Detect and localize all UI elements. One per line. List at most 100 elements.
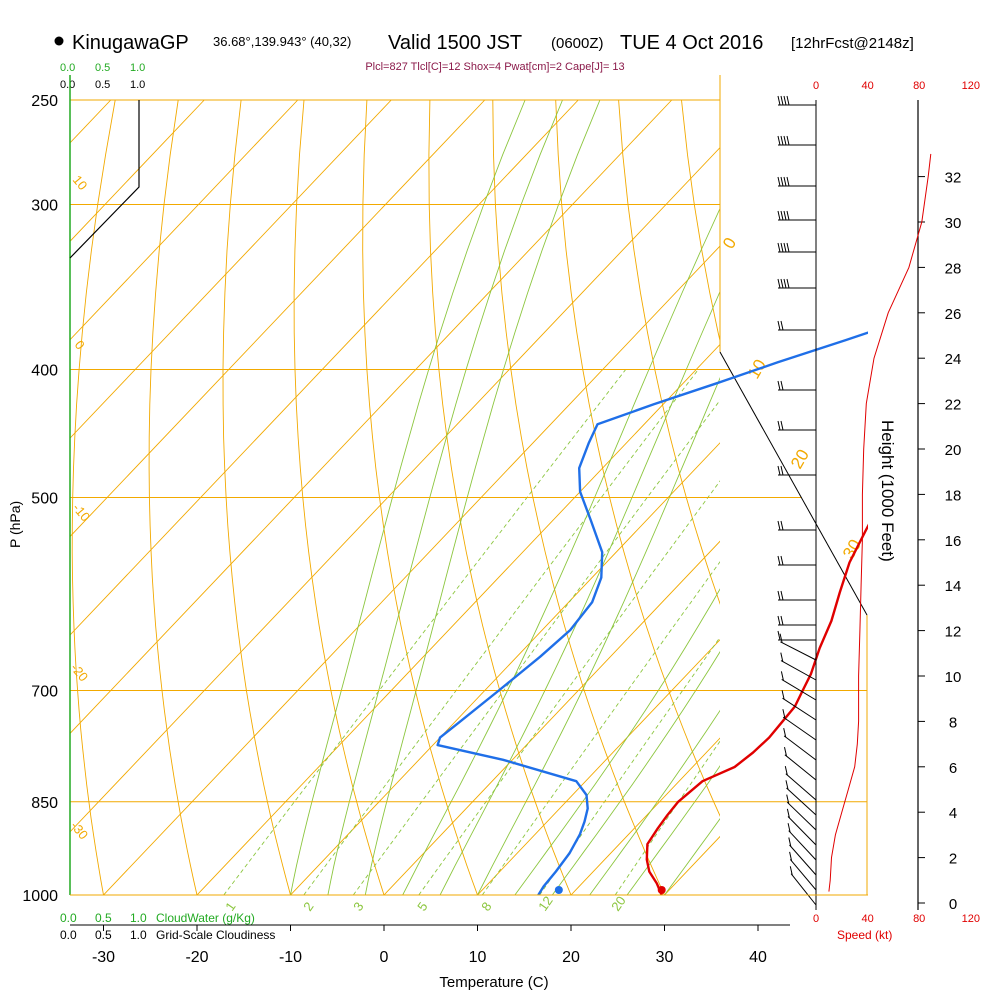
wind-barb-flag xyxy=(780,176,784,187)
x-tick-label: 40 xyxy=(749,949,767,966)
mixing-ratio-label: 20 xyxy=(608,893,629,913)
wind-barb-flag xyxy=(784,746,787,757)
moist-adiabat-line xyxy=(551,651,720,895)
wind-barb xyxy=(780,641,817,661)
cloudiness-tick: 1.0 xyxy=(130,928,147,942)
height-axis-label: Height (1000 Feet) xyxy=(878,420,897,562)
wind-barb-flag xyxy=(783,278,787,289)
wind-barb-flag xyxy=(786,135,790,146)
cloudiness-tick: 0.0 xyxy=(60,79,75,91)
wind-barb-flag xyxy=(789,866,793,876)
wind-barb xyxy=(786,801,817,831)
isotherm-line xyxy=(70,99,205,242)
x-ticks: -30 -20 -10 0 10 20 30 40 xyxy=(92,925,767,966)
wind-barb-flag xyxy=(780,420,784,431)
wind-barb xyxy=(786,787,817,816)
wind-barb-flag xyxy=(777,465,781,476)
wind-barb xyxy=(783,735,817,761)
wind-barb-flag xyxy=(777,630,781,641)
x-axis-label: Temperature (C) xyxy=(439,974,548,991)
moist-adiabat-line xyxy=(589,709,720,895)
mixing-ratio-line xyxy=(614,740,720,895)
wind-barb-flag xyxy=(786,242,790,253)
dry-adiabat-line xyxy=(681,99,720,343)
wind-barb-flag xyxy=(777,95,781,106)
height-tick-label: 20 xyxy=(945,442,962,459)
moist-adiabat-line xyxy=(290,99,526,895)
height-tick-label: 32 xyxy=(945,170,962,187)
forecast-info: [12hrFcst@2148z] xyxy=(791,35,914,52)
x-tick-label: 20 xyxy=(562,949,580,966)
height-tick-label: 16 xyxy=(945,533,962,550)
mixing-ratio-label: 8 xyxy=(478,899,494,914)
mixing-ratio-label: 3 xyxy=(350,899,366,914)
dry-adiabat-line xyxy=(933,100,1000,895)
wind-barb-flag xyxy=(780,465,784,476)
cloudwater-tick: 0.0 xyxy=(60,911,77,925)
y-tick-label: 1000 xyxy=(22,888,58,905)
dry-adiabat-label: 0 xyxy=(719,234,740,252)
wind-barb xyxy=(788,830,817,861)
mixing-ratio-line xyxy=(223,369,627,895)
wind-barb-flag xyxy=(783,176,787,187)
height-tick-label: 4 xyxy=(949,805,957,822)
moist-adiabat-line xyxy=(327,99,563,895)
moist-adiabat-line xyxy=(439,290,720,895)
mixing-ratio-line xyxy=(539,636,720,895)
moist-adiabat-line xyxy=(514,588,720,895)
speed-tick-bottom: 0 xyxy=(813,913,819,925)
wind-barb xyxy=(787,816,817,846)
y-tick-label: 500 xyxy=(31,491,58,508)
height-tick-label: 6 xyxy=(949,760,957,777)
cloudwater-tick: 1.0 xyxy=(130,911,147,925)
mixing-ratio-label: 2 xyxy=(300,899,316,914)
dry-adiabat-line xyxy=(996,100,1000,895)
wind-barb-flag xyxy=(780,520,784,531)
isotherm-edge-label: -10 xyxy=(70,500,94,524)
wind-barb-flag xyxy=(786,808,790,819)
wind-barb xyxy=(780,660,817,681)
sounding-series xyxy=(436,331,940,895)
wind-barb-flag xyxy=(784,765,788,776)
cloudwater-tick: 0.5 xyxy=(95,911,112,925)
wind-barb-flag xyxy=(777,520,781,531)
wind-barb xyxy=(781,678,817,701)
wind-barb-flag xyxy=(777,278,781,289)
wind-barb-flag xyxy=(787,823,791,833)
wind-barb-flag xyxy=(783,135,787,146)
cloudiness-line xyxy=(69,100,140,259)
valid-date: TUE 4 Oct 2016 xyxy=(620,32,763,54)
height-tick-label: 22 xyxy=(945,397,962,414)
height-tick-label: 8 xyxy=(949,714,957,731)
wind-barb-flag xyxy=(780,135,784,146)
dry-adiabat-line xyxy=(807,100,1000,895)
wind-barb-flag xyxy=(788,837,792,847)
wind-barb-flag xyxy=(777,420,781,431)
speed-tick-bottom: 40 xyxy=(861,913,873,925)
wind-barb-flag xyxy=(777,555,781,566)
isotherm-edge-label: 10 xyxy=(70,172,91,193)
wind-barb-flag xyxy=(777,135,781,146)
wind-barb-flag xyxy=(781,690,785,700)
wind-barb xyxy=(782,716,817,741)
wind-barb-flag xyxy=(779,633,783,643)
wind-barb-flag xyxy=(786,95,790,106)
speed-tick-top: 40 xyxy=(861,80,873,92)
wind-barb-flag xyxy=(777,210,781,221)
height-tick-label: 28 xyxy=(945,260,962,277)
x-tick-label: -20 xyxy=(185,949,208,966)
isotherm-line xyxy=(852,100,1000,895)
valid-time: Valid 1500 JST xyxy=(388,32,522,54)
temperature-line xyxy=(645,523,868,895)
cloudwater-tick: 0.0 xyxy=(60,62,75,74)
wind-barb-flag xyxy=(786,176,790,187)
parcel-path-line xyxy=(934,443,940,462)
isotherm-line xyxy=(70,99,392,439)
cloudiness-tick: 0.5 xyxy=(95,79,110,91)
zulu-time: (0600Z) xyxy=(551,35,604,52)
wind-barb xyxy=(785,773,817,801)
moist-adiabat-line xyxy=(626,765,720,895)
